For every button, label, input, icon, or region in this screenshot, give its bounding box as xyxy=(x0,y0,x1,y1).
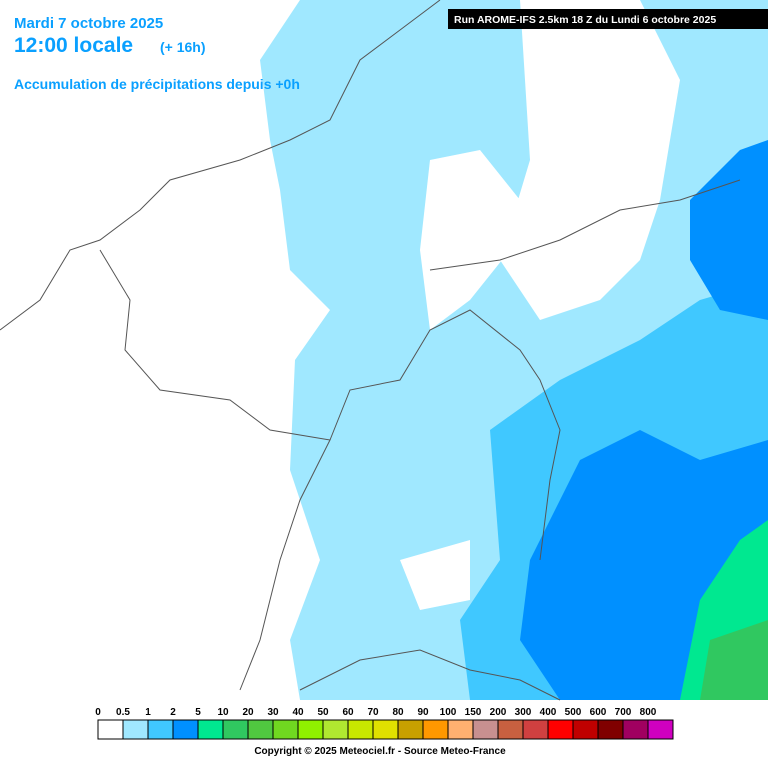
legend-label: 800 xyxy=(640,707,657,718)
legend-label: 150 xyxy=(465,707,482,718)
legend-swatch xyxy=(622,719,649,740)
legend-label: 10 xyxy=(217,707,229,718)
legend-swatch xyxy=(297,719,324,740)
legend-label: 500 xyxy=(565,707,582,718)
legend-label: 5 xyxy=(195,707,201,718)
legend: 0 0.5 1 2 5 10 20 30 40 50 60 70 80 90 100 150 200 300 400… xyxy=(95,707,674,740)
legend-swatch xyxy=(147,719,174,740)
legend-swatch xyxy=(247,719,274,740)
legend-label: 700 xyxy=(615,707,632,718)
legend-label: 100 xyxy=(440,707,457,718)
legend-swatch xyxy=(597,719,624,740)
legend-swatch xyxy=(647,719,674,740)
legend-label: 300 xyxy=(515,707,532,718)
precip-field xyxy=(260,0,768,700)
copyright: Copyright © 2025 Meteociel.fr - Source M… xyxy=(254,746,506,757)
legend-swatch xyxy=(197,719,224,740)
legend-label: 50 xyxy=(317,707,329,718)
legend-label: 30 xyxy=(267,707,279,718)
legend-swatch xyxy=(572,719,599,740)
borders xyxy=(0,0,741,701)
legend-swatch xyxy=(422,719,449,740)
legend-label: 60 xyxy=(342,707,354,718)
date: Mardi 7 octobre 2025 xyxy=(14,15,163,32)
legend-swatch xyxy=(372,719,399,740)
legend-swatch xyxy=(97,719,124,740)
legend-label: 200 xyxy=(490,707,507,718)
run-banner xyxy=(448,9,768,29)
legend-label: 0.5 xyxy=(116,707,130,718)
lead-time: (+ 16h) xyxy=(160,39,206,55)
legend-label: 90 xyxy=(417,707,429,718)
run-label: Run AROME-IFS 2.5km 18 Z du Lundi 6 octo… xyxy=(454,14,716,26)
legend-swatch xyxy=(447,719,474,740)
legend-swatch xyxy=(122,719,149,740)
legend-swatch xyxy=(397,719,424,740)
subtitle: Accumulation de précipitations depuis +0… xyxy=(14,76,300,92)
legend-swatch xyxy=(522,719,549,740)
legend-label: 0 xyxy=(95,707,101,718)
legend-swatch xyxy=(272,719,299,740)
legend-label: 1 xyxy=(145,707,151,718)
time: 12:00 locale xyxy=(14,34,133,57)
legend-label: 2 xyxy=(170,707,176,718)
legend-swatch xyxy=(322,719,349,740)
legend-swatch xyxy=(347,719,374,740)
legend-swatch xyxy=(497,719,524,740)
legend-label: 70 xyxy=(367,707,379,718)
legend-swatch xyxy=(222,719,249,740)
legend-swatch xyxy=(547,719,574,740)
legend-label: 20 xyxy=(242,707,254,718)
legend-label: 400 xyxy=(540,707,557,718)
legend-swatch xyxy=(172,719,199,740)
legend-label: 80 xyxy=(392,707,404,718)
legend-swatch xyxy=(472,719,499,740)
legend-label: 40 xyxy=(292,707,304,718)
legend-label: 600 xyxy=(590,707,607,718)
